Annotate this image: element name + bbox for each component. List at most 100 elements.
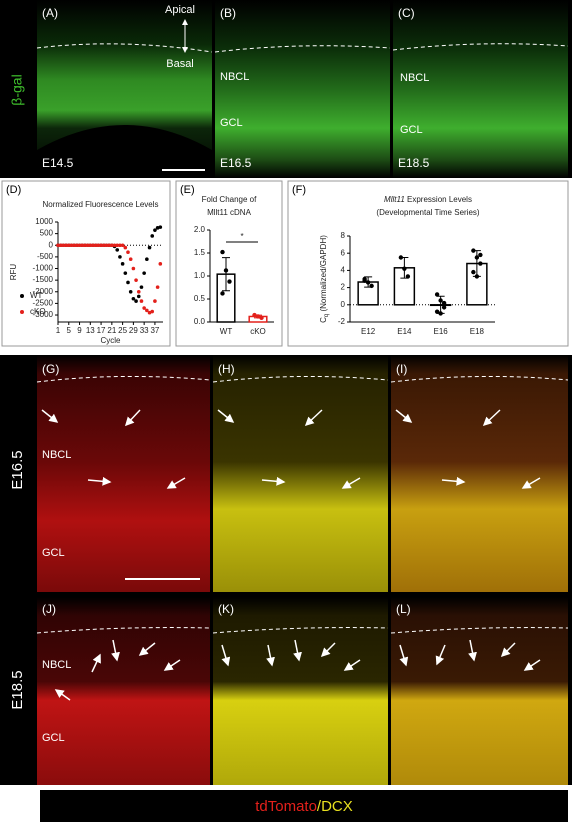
panel-label: (G) xyxy=(42,362,59,376)
data-point xyxy=(478,261,483,266)
annotation: * xyxy=(240,232,243,241)
legend-label: cKO xyxy=(30,307,46,316)
arrows xyxy=(41,409,541,701)
data-point xyxy=(145,257,149,262)
data-point xyxy=(66,243,71,248)
chart-box xyxy=(1,180,171,347)
x-tick-label: 33 xyxy=(140,326,149,335)
panel-label: (K) xyxy=(218,602,234,616)
data-point xyxy=(134,299,138,303)
data-point xyxy=(155,285,160,289)
data-point xyxy=(155,226,160,230)
data-point xyxy=(136,294,141,299)
x-tick-label: E12 xyxy=(361,327,376,336)
y-tick-label: 2 xyxy=(341,283,346,292)
x-tick-label: 29 xyxy=(129,326,138,335)
micrograph xyxy=(37,355,210,592)
x-tick-label: 37 xyxy=(150,326,159,335)
y-tick-label: 1.5 xyxy=(194,248,206,257)
chart-title: Mllt11 Expression Levels xyxy=(384,195,472,204)
micrograph xyxy=(37,597,210,785)
data-point xyxy=(83,243,87,248)
y-tick-label: 6 xyxy=(341,248,346,257)
data-point xyxy=(369,283,374,289)
data-point xyxy=(438,311,443,316)
chart-title-text: Fold Change of xyxy=(202,195,257,204)
dashed-boundary xyxy=(214,45,391,53)
micrograph xyxy=(215,0,390,178)
data-point xyxy=(220,249,225,255)
chart-box xyxy=(287,180,569,347)
data-point xyxy=(474,274,480,279)
y-axis-label-sub: q xyxy=(324,314,330,317)
chart-title-italic: Mllt11 xyxy=(384,195,405,204)
row-label: β-gal xyxy=(9,74,25,105)
y-tick-label: 1000 xyxy=(35,217,53,226)
legend-text: tdTomato/DCX xyxy=(255,798,353,815)
data-point xyxy=(77,243,82,248)
data-point xyxy=(131,296,136,301)
micrograph xyxy=(391,597,568,785)
data-point xyxy=(402,266,407,271)
y-axis-label: Cq (Normalized/GAPDH) xyxy=(319,235,329,323)
data-point xyxy=(223,268,229,273)
error-bar xyxy=(222,257,230,292)
data-point xyxy=(147,310,152,315)
row-label: E18.5 xyxy=(9,670,26,709)
data-point xyxy=(72,243,76,248)
data-point xyxy=(441,300,447,306)
dashed-boundaries xyxy=(36,375,569,634)
y-tick-label: -3000 xyxy=(33,310,54,319)
data-point xyxy=(118,255,122,259)
data-point xyxy=(139,299,144,303)
label: GCL xyxy=(220,117,243,129)
data-point xyxy=(362,278,367,283)
data-point xyxy=(75,243,79,248)
data-point xyxy=(93,243,98,248)
y-tick-label: -500 xyxy=(37,252,54,261)
micrograph-dark xyxy=(37,125,212,178)
data-point xyxy=(126,280,130,285)
stage-label: E18.5 xyxy=(398,156,430,170)
y-tick-label: 8 xyxy=(341,231,346,240)
data-point xyxy=(136,289,141,294)
x-tick-label: WT xyxy=(220,327,233,336)
data-point xyxy=(471,248,476,253)
data-point xyxy=(365,280,371,285)
data-point xyxy=(478,252,483,258)
y-axis-label: RFU xyxy=(9,264,18,281)
micrograph xyxy=(393,0,568,178)
x-tick-label: E14 xyxy=(397,327,412,336)
data-point xyxy=(107,243,111,248)
data-point xyxy=(255,314,261,319)
x-tick-label: cKO xyxy=(250,327,266,336)
data-point xyxy=(405,274,411,279)
x-tick-label: 17 xyxy=(97,326,106,335)
data-point xyxy=(61,243,66,248)
data-point xyxy=(85,243,90,248)
data-point xyxy=(145,308,149,313)
y-tick-label: 0.5 xyxy=(194,294,206,303)
data-point xyxy=(56,243,60,248)
x-tick-label: 5 xyxy=(67,326,72,335)
legend-marker xyxy=(20,294,24,298)
chart-title: Normalized Fluorescence Levels xyxy=(42,200,158,209)
data-point xyxy=(120,243,125,248)
data-point xyxy=(142,306,146,310)
y-axis-label-main: C xyxy=(319,317,328,323)
data-point xyxy=(147,245,152,250)
panel-label: (B) xyxy=(220,6,236,20)
x-tick-label: 9 xyxy=(77,326,82,335)
data-point xyxy=(120,262,125,266)
data-point xyxy=(471,269,476,275)
y-tick-label: 1.0 xyxy=(194,271,206,280)
data-point xyxy=(139,285,144,289)
data-point xyxy=(158,262,163,266)
legend-yellow: /DCX xyxy=(317,798,353,815)
label: NBCL xyxy=(42,449,71,461)
data-point xyxy=(131,266,136,271)
data-point xyxy=(80,243,85,248)
panel-label: (L) xyxy=(396,602,411,616)
micrograph xyxy=(213,597,388,785)
